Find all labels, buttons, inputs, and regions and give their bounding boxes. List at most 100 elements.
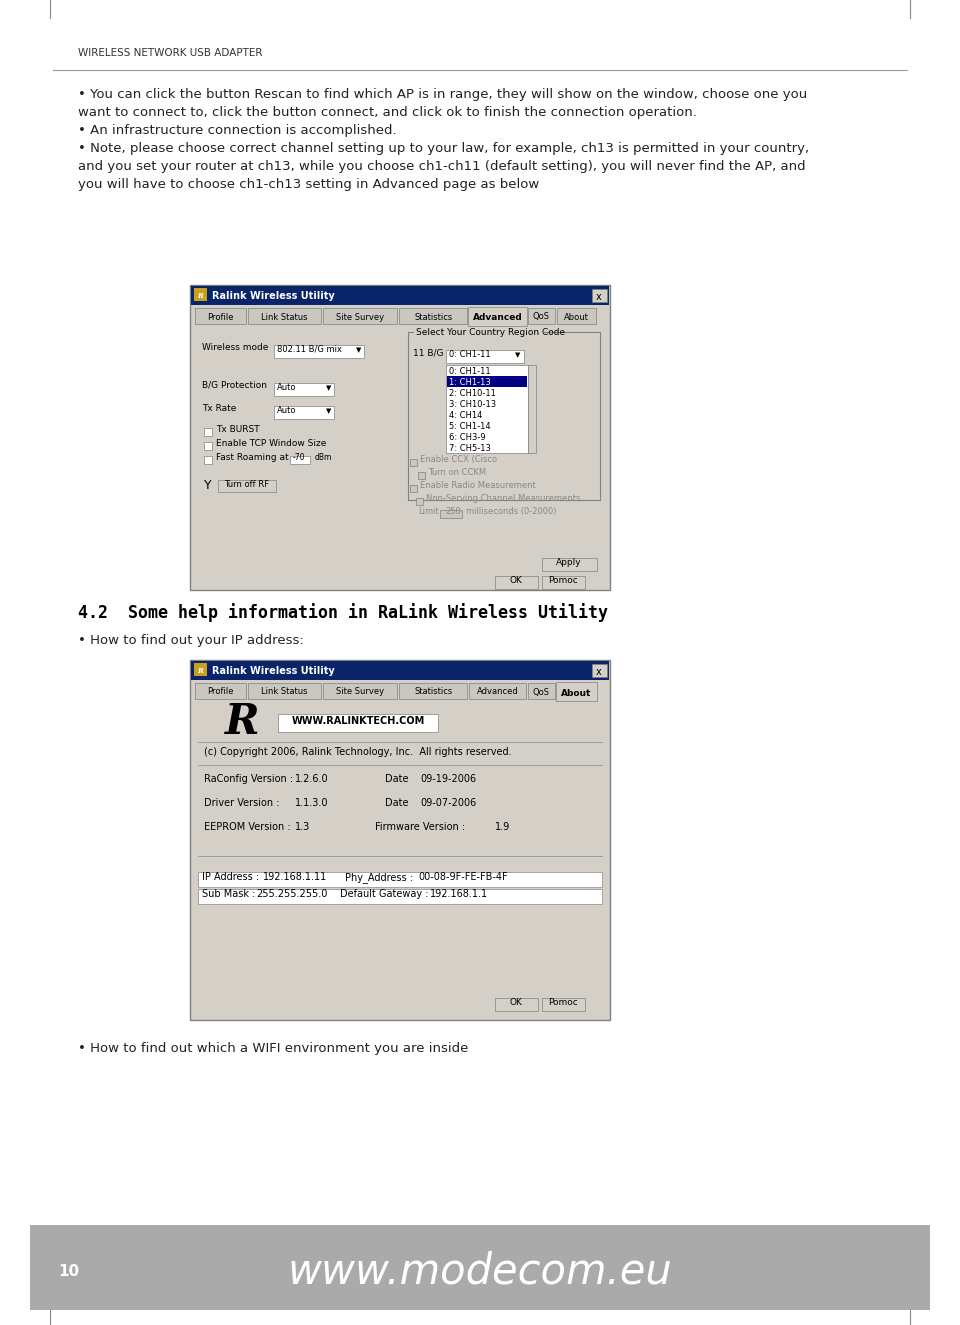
Text: Default Gateway :: Default Gateway : [340,889,428,898]
Text: Select Your Country Region Code: Select Your Country Region Code [416,329,565,337]
Text: 7: CH5-13: 7: CH5-13 [449,444,491,453]
Bar [195,307,246,325]
Bar [191,661,609,680]
Text: 2: CH10-11: 2: CH10-11 [449,390,496,397]
Text: Driver Version :: Driver Version : [204,798,279,808]
Text: x: x [596,666,602,677]
Text: 1.1.3.0: 1.1.3.0 [295,798,328,808]
Bar [204,428,212,436]
Text: Site Survey: Site Survey [336,688,384,697]
Text: IP Address :: IP Address : [202,872,259,882]
Text: Ralink Wireless Utility: Ralink Wireless Utility [212,292,335,301]
Text: 11 B/G: 11 B/G [413,348,444,356]
Text: Link Status: Link Status [261,688,308,697]
Bar [274,405,334,419]
Text: • Note, please choose correct channel setting up to your law, for example, ch13 : • Note, please choose correct channel se… [78,142,809,155]
Bar [528,364,536,453]
Bar [194,662,207,676]
Text: 0: CH1-11: 0: CH1-11 [449,350,491,359]
Text: 09-07-2006: 09-07-2006 [420,798,476,808]
Bar [194,288,207,301]
Text: 09-19-2006: 09-19-2006 [420,774,476,784]
Text: 00-08-9F-FE-FB-4F: 00-08-9F-FE-FB-4F [418,872,508,882]
Bar [446,350,524,363]
Text: Sub Mask :: Sub Mask : [202,889,255,898]
Text: R: R [197,666,203,674]
Bar [416,498,423,505]
Bar [542,558,597,571]
Text: 192.168.1.1: 192.168.1.1 [430,889,488,898]
Bar [414,330,544,339]
Text: 4.2  Some help information in RaLink Wireless Utility: 4.2 Some help information in RaLink Wire… [78,603,608,621]
Text: Profile: Profile [207,313,233,322]
Text: RaConfig Version :: RaConfig Version : [204,774,293,784]
Bar [410,458,417,466]
Bar [542,998,585,1011]
Text: OK: OK [510,576,522,586]
Text: Turn off RF: Turn off RF [225,480,270,489]
Bar [198,889,602,904]
Bar [30,1226,930,1310]
Text: QoS: QoS [533,688,550,697]
Text: and you set your router at ch13, while you choose ch1-ch11 (default setting), yo: and you set your router at ch13, while y… [78,160,805,174]
Text: Advanced: Advanced [476,688,518,697]
Text: • How to find out your IP address:: • How to find out your IP address: [78,633,303,647]
Bar [399,682,468,700]
Text: you will have to choose ch1-ch13 setting in Advanced page as below: you will have to choose ch1-ch13 setting… [78,178,540,191]
Text: • You can click the button Rescan to find which AP is in range, they will show o: • You can click the button Rescan to fin… [78,87,807,101]
Text: R: R [225,701,259,743]
Bar [248,682,322,700]
Bar [418,472,425,480]
Text: Tx BURST: Tx BURST [216,425,259,435]
Text: Statistics: Statistics [414,688,452,697]
Text: QoS: QoS [533,313,550,322]
Text: OK: OK [510,998,522,1007]
Bar [410,485,417,492]
Bar [190,285,610,590]
Bar [542,576,585,590]
Text: Wireless mode: Wireless mode [202,343,269,352]
Bar [468,307,527,326]
Text: Non-Serving Channel Measurements: Non-Serving Channel Measurements [426,494,581,504]
Bar [592,289,607,302]
Text: ▼: ▼ [326,386,331,391]
Text: 10: 10 [58,1264,79,1279]
Text: 1: CH1-13: 1: CH1-13 [449,378,491,387]
Bar [440,510,462,518]
Text: x: x [596,292,602,302]
Text: Link Status: Link Status [261,313,308,322]
Text: Limit: Limit [418,507,439,515]
Text: Enable CCX (Cisco: Enable CCX (Cisco [420,454,497,464]
Text: About: About [562,689,591,697]
Bar [290,456,310,464]
Text: 4: CH14: 4: CH14 [449,411,482,420]
Bar [469,682,526,700]
Text: 250: 250 [445,507,461,515]
Text: 6: CH3-9: 6: CH3-9 [449,433,486,443]
Bar [248,307,322,325]
Bar [556,682,597,701]
Bar [218,480,276,492]
Text: Date: Date [385,774,409,784]
Text: 192.168.1.11: 192.168.1.11 [263,872,327,882]
Text: 1.9: 1.9 [495,822,511,832]
Text: ▼: ▼ [515,352,520,358]
Text: dBm: dBm [315,453,332,462]
Bar [204,443,212,450]
Bar [399,307,468,325]
Text: Fast Roaming at: Fast Roaming at [216,453,289,462]
Bar [274,383,334,396]
Text: • An infrastructure connection is accomplished.: • An infrastructure connection is accomp… [78,125,396,136]
Bar [191,286,609,305]
Bar [195,682,246,700]
Text: WWW.RALINKTECH.COM: WWW.RALINKTECH.COM [292,716,424,726]
Bar [446,364,528,453]
Text: R: R [197,292,203,299]
Text: ▼: ▼ [356,347,361,352]
Bar [190,660,610,1020]
Text: Y: Y [204,480,211,492]
Text: Apply: Apply [556,558,582,567]
Text: Pomoc: Pomoc [548,998,578,1007]
Text: 1.3: 1.3 [295,822,310,832]
Bar [528,682,555,700]
